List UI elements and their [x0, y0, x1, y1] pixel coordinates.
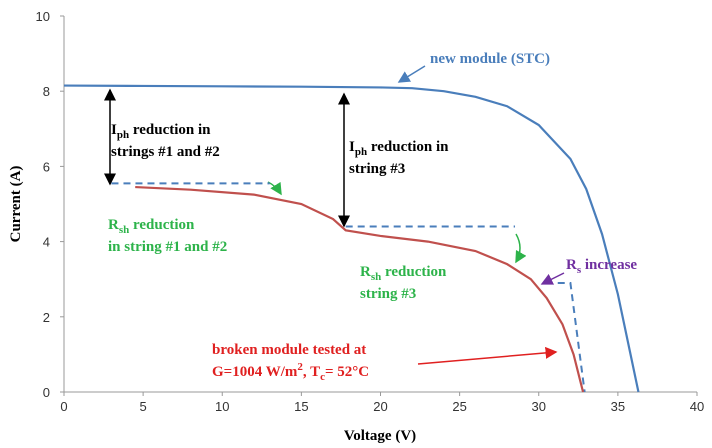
- y-tick-label: 6: [43, 159, 50, 174]
- arrow: [417, 346, 558, 365]
- x-tick-label: 30: [532, 399, 546, 414]
- x-tick-label: 20: [373, 399, 387, 414]
- annotation: string #3: [360, 286, 416, 302]
- arrow: [540, 272, 565, 285]
- x-axis-label: Voltage (V): [344, 428, 416, 444]
- annotation: Rsh reduction: [360, 264, 447, 283]
- y-tick-label: 10: [36, 9, 50, 24]
- x-tick-label: 40: [690, 399, 704, 414]
- annotation-part: ph: [355, 146, 367, 158]
- annotation-part: increase: [581, 257, 637, 273]
- annotation: in string #1 and #2: [108, 239, 227, 255]
- annotation: G=1004 W/m2, Tc= 52°C: [212, 361, 369, 383]
- y-tick-label: 0: [43, 385, 50, 400]
- x-tick-label: 35: [611, 399, 625, 414]
- y-tick-label: 8: [43, 84, 50, 99]
- annotation-part: R: [566, 257, 577, 273]
- line: [63, 84, 640, 393]
- arrow: [267, 181, 282, 196]
- annotation-part: , T: [303, 364, 320, 380]
- annotation: Iph reduction in: [111, 122, 211, 141]
- annotation: Rs increase: [566, 257, 637, 276]
- annotation-part: string #3: [360, 286, 416, 302]
- annotation-part: reduction: [381, 264, 447, 280]
- y-axis-label: Current (A): [8, 166, 24, 243]
- annotation: Iph reduction in: [349, 139, 449, 158]
- annotation-part: strings #1 and #2: [111, 144, 220, 160]
- arrow: [515, 233, 527, 264]
- line: [135, 185, 585, 393]
- annotation-part: in string #1 and #2: [108, 239, 227, 255]
- x-tick-label: 10: [215, 399, 229, 414]
- annotation-part: broken module tested at: [212, 342, 366, 358]
- annotation-part: reduction in: [129, 122, 211, 138]
- annotation-part: 2: [297, 361, 303, 373]
- x-tick-label: 25: [452, 399, 466, 414]
- y-tick-label: 2: [43, 310, 50, 325]
- annotation-part: ph: [117, 129, 129, 141]
- annotation-part: reduction in: [367, 139, 449, 155]
- annotation-part: s: [577, 264, 582, 276]
- annotation: Rsh reduction: [108, 217, 195, 236]
- annotation-part: string #3: [349, 161, 405, 177]
- annotation-part: reduction: [129, 217, 195, 233]
- annotation-part: = 52°C: [325, 364, 369, 380]
- x-tick-label: 0: [60, 399, 67, 414]
- annotation-part: R: [108, 217, 119, 233]
- reference-line: [557, 281, 586, 393]
- x-tick-label: 5: [140, 399, 147, 414]
- annotation-part: G=1004 W/m: [212, 364, 298, 380]
- annotation: strings #1 and #2: [111, 144, 220, 160]
- annotation-part: I: [111, 122, 117, 138]
- series-label: new module (STC): [430, 51, 550, 67]
- arrow: [397, 65, 426, 83]
- annotation-part: R: [360, 264, 371, 280]
- annotation-part: sh: [119, 224, 129, 236]
- x-tick-label: 15: [294, 399, 308, 414]
- annotation-part: sh: [371, 271, 381, 283]
- annotation: string #3: [349, 161, 405, 177]
- y-tick-label: 4: [43, 235, 50, 250]
- annotation: broken module tested at: [212, 342, 366, 358]
- annotation-part: I: [349, 139, 355, 155]
- annotation-part: c: [320, 371, 325, 383]
